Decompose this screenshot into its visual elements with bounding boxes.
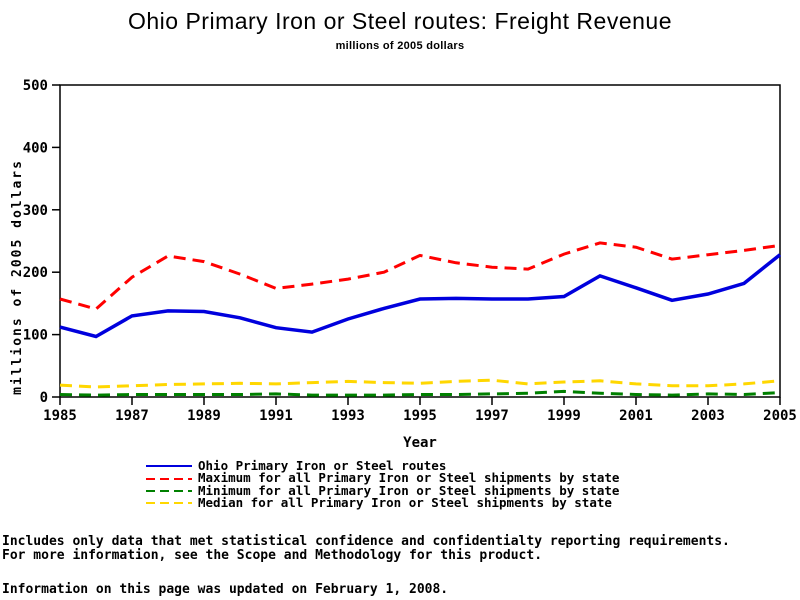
series-line-2: [59, 389, 781, 397]
legend-label-median: Median for all Primary Iron or Steel shi…: [198, 495, 612, 511]
y-tick-label: 200: [23, 265, 48, 281]
chart-title: Ohio Primary Iron or Steel routes: Freig…: [127, 8, 672, 34]
legend: Ohio Primary Iron or Steel routes Maximu…: [146, 458, 620, 511]
x-tick-label: 1995: [403, 408, 437, 424]
x-axis-title: Year: [403, 435, 437, 451]
x-tick-label: 2005: [763, 408, 797, 424]
plot-frame: [59, 84, 781, 398]
y-tick-label: 100: [23, 328, 48, 344]
footnote-updated: Information on this page was updated on …: [2, 582, 449, 597]
x-tick-label: 1999: [547, 408, 581, 424]
line-chart-plot: 0 100 200 300 400 500 1985 1987 1989 1991 1993 1995…: [10, 78, 797, 451]
x-tick-label: 2003: [691, 408, 725, 424]
y-tick-label: 0: [40, 390, 48, 406]
series-line-1: [59, 241, 781, 311]
y-axis-title: millions of 2005 dollars: [10, 159, 25, 395]
legend-line-sample-ohio: [146, 465, 192, 468]
y-tick-label: 400: [23, 140, 48, 156]
x-tick-label: 1989: [187, 408, 221, 424]
legend-line-sample-maximum: [146, 477, 192, 480]
legend-item-minimum: Minimum for all Primary Iron or Steel sh…: [146, 482, 620, 498]
chart-subtitle: millions of 2005 dollars: [335, 40, 465, 52]
footnote-scope: For more information, see the Scope and …: [2, 547, 543, 563]
legend-label-maximum: Maximum for all Primary Iron or Steel sh…: [198, 470, 620, 486]
x-tick-label: 2001: [619, 408, 653, 424]
series-line-3: [59, 378, 781, 389]
x-tick-label: 1987: [115, 408, 149, 424]
x-tick-label: 1991: [259, 408, 293, 424]
footnote-confidence: Includes only data that met statistical …: [2, 534, 730, 549]
legend-item-ohio: Ohio Primary Iron or Steel routes: [146, 458, 619, 473]
series-line-0: [59, 253, 782, 339]
legend-item-median: Median for all Primary Iron or Steel shi…: [146, 495, 619, 511]
y-tick-label: 300: [23, 203, 48, 219]
x-tick-label: 1997: [475, 408, 509, 424]
footnotes: Includes only data that met statistical …: [2, 535, 798, 597]
legend-item-maximum: Maximum for all Primary Iron or Steel sh…: [146, 470, 620, 486]
x-tick-label: 1985: [43, 408, 77, 424]
legend-line-sample-median: [146, 502, 192, 505]
x-tick-label: 1993: [331, 408, 365, 424]
legend-label-ohio: Ohio Primary Iron or Steel routes: [198, 458, 447, 473]
legend-label-minimum: Minimum for all Primary Iron or Steel sh…: [198, 482, 620, 498]
y-tick-label: 500: [23, 78, 48, 94]
legend-line-sample-minimum: [146, 489, 192, 492]
